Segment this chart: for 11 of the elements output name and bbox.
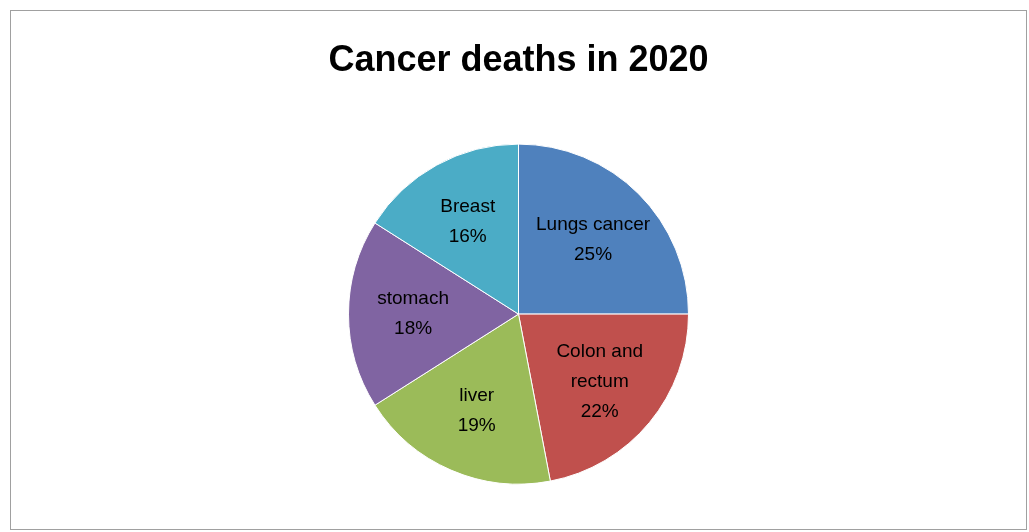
data-label: 22% (580, 399, 619, 421)
slice-label: Lungs cancer (535, 212, 651, 234)
slice-label: Colon and rectum (556, 339, 644, 391)
slice-label: liver (459, 384, 495, 406)
slice-label: Breast (440, 194, 496, 216)
data-label: 19% (457, 414, 496, 436)
slice-label: stomach (377, 287, 450, 309)
data-label: 18% (394, 317, 433, 339)
chart-title: Cancer deaths in 2020 (328, 37, 709, 79)
data-label: 16% (448, 224, 487, 246)
data-label: 25% (574, 242, 613, 264)
